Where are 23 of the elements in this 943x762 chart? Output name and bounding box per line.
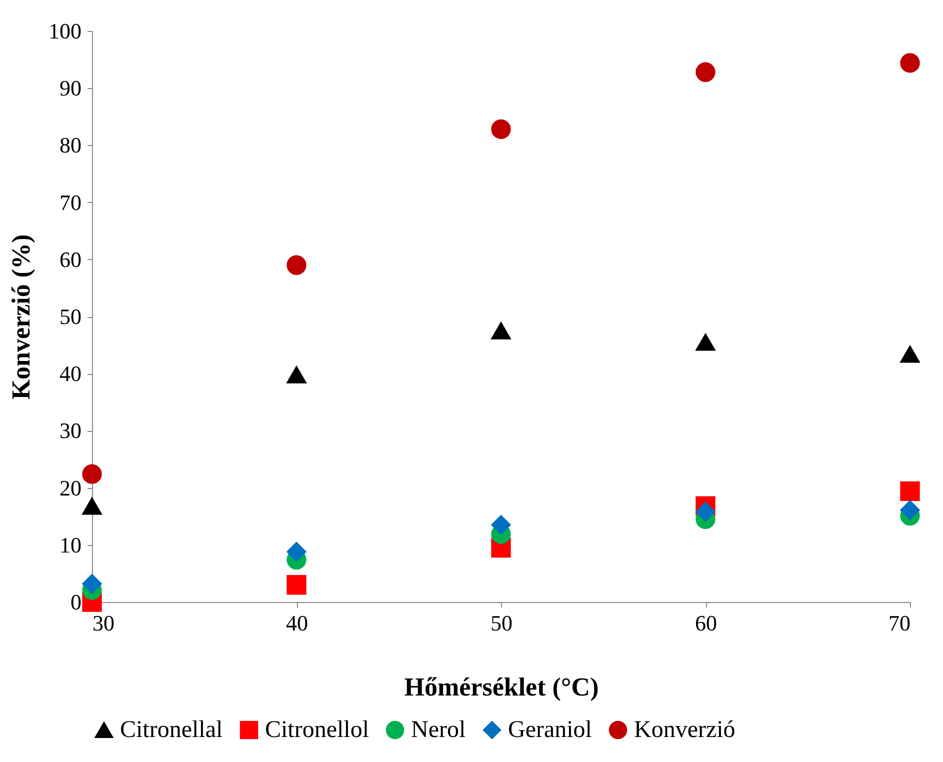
legend-label: Nerol — [411, 717, 466, 743]
y-tick-label: 80 — [60, 132, 82, 158]
x-tick-label: 60 — [695, 610, 717, 636]
x-tick-label: 30 — [92, 610, 114, 636]
y-tick-label: 60 — [60, 246, 82, 272]
y-tick-label: 90 — [60, 76, 82, 101]
y-tick-label: 10 — [60, 532, 82, 558]
y-tick-label: 40 — [60, 361, 82, 386]
legend-label: Geraniol — [508, 717, 592, 743]
y-tick-label: 70 — [60, 190, 82, 215]
x-axis-title: Hőmérséklet (°C) — [404, 672, 599, 702]
legend-label: Citronellal — [120, 717, 223, 743]
x-tick-label: 50 — [490, 610, 512, 636]
y-axis-title: Konverzió (%) — [6, 234, 36, 400]
x-tick-label: 70 — [888, 610, 910, 636]
legend-label: Citronellol — [265, 717, 370, 743]
y-tick-label: 30 — [60, 418, 82, 444]
y-tick-label: 50 — [60, 304, 82, 329]
x-tick-label: 40 — [286, 610, 308, 636]
y-tick-label: 100 — [48, 18, 82, 44]
legend-label: Konverzió — [634, 717, 736, 743]
y-tick-label: 0 — [70, 590, 82, 614]
y-tick-label: 20 — [60, 475, 82, 500]
